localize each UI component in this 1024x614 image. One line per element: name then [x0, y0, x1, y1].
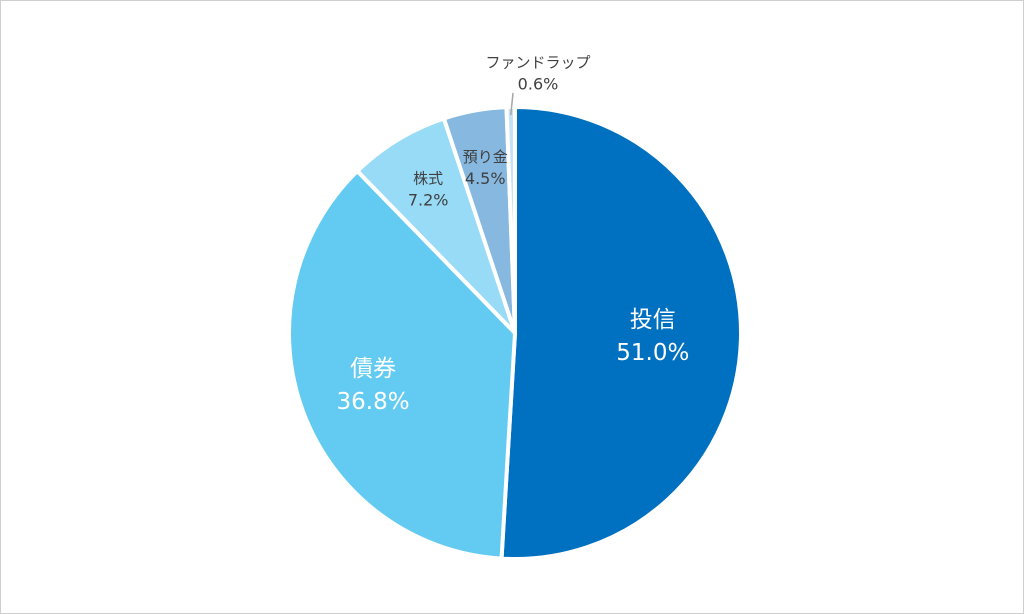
slice-value-label: 0.6%: [518, 75, 559, 94]
leader-lines: [510, 92, 514, 116]
slice-label: 株式: [413, 170, 443, 188]
slice-value-label: 51.0%: [616, 340, 689, 366]
slice-labels: 投信 51.0% 債券 36.8% 株式 7.2% 預り金 4.5% ファンドラップ 0.6%: [337, 54, 690, 415]
pie-slice: [499, 105, 743, 561]
pie-slice: [504, 104, 517, 335]
pie-slice: [287, 169, 517, 561]
pie-slices: [287, 104, 743, 561]
slice-label: 投信: [630, 307, 676, 333]
slice-value-label: 36.8%: [337, 389, 410, 415]
slice-value-label: 4.5%: [465, 169, 506, 188]
leader-line: [510, 92, 514, 116]
slice-label: 債券: [350, 356, 396, 382]
slice-value-label: 7.2%: [408, 191, 449, 210]
slice-label: ファンドラップ: [485, 54, 590, 72]
slice-label: 預り金: [463, 148, 508, 166]
